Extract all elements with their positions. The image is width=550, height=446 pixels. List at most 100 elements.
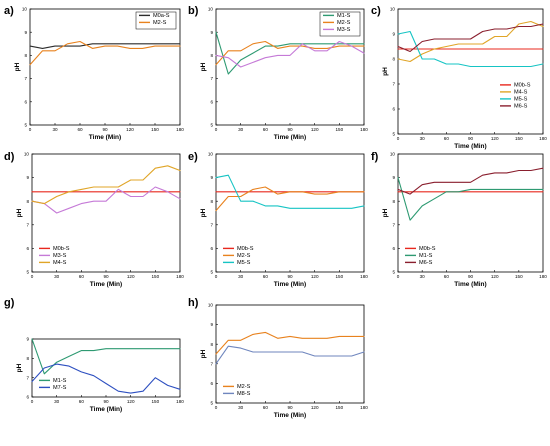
legend-label: M1-S xyxy=(337,13,351,19)
series-line-M1-S xyxy=(215,31,365,75)
legend-label: M7-S xyxy=(53,385,67,391)
x-tick-label: 150 xyxy=(151,399,159,404)
x-tick-label: 30 xyxy=(238,274,244,279)
x-tick-label: 60 xyxy=(77,127,83,132)
x-tick-label: 90 xyxy=(102,127,108,132)
x-tick-label: 60 xyxy=(263,127,269,132)
y-axis-title: pH xyxy=(16,363,23,372)
x-axis-title: Time (Min) xyxy=(274,281,306,288)
x-tick-label: 60 xyxy=(79,274,85,279)
series-line-M0a-S xyxy=(29,43,181,49)
legend: M0b-SM2-SM5-S xyxy=(223,246,254,266)
x-tick-label: 120 xyxy=(126,127,134,132)
x-axis-title: Time (Min) xyxy=(454,143,486,150)
legend: M1-SM7-S xyxy=(39,378,67,391)
x-tick-label: 0 xyxy=(215,127,218,132)
y-axis-title: pH xyxy=(200,62,207,71)
x-tick-label: 120 xyxy=(311,274,319,279)
x-tick-label: 90 xyxy=(103,274,109,279)
legend-label: M3-S xyxy=(53,253,67,259)
series-line-M2-S xyxy=(215,186,365,212)
y-tick-label: 6 xyxy=(210,99,213,104)
y-tick-label: 8 xyxy=(26,199,29,204)
legend-label: M6-S xyxy=(419,260,433,266)
y-tick-label: 8 xyxy=(392,57,395,62)
y-tick-label: 7 xyxy=(210,222,213,227)
x-tick-label: 120 xyxy=(127,274,135,279)
y-tick-label: 7 xyxy=(210,361,213,366)
y-tick-label: 9 xyxy=(210,175,213,180)
x-tick-label: 120 xyxy=(491,136,499,141)
y-tick-label: 10 xyxy=(390,152,396,157)
y-tick-label: 9 xyxy=(210,30,213,35)
panel-label: g) xyxy=(4,297,15,309)
legend-label: M5-S xyxy=(514,97,528,103)
legend-label: M4-S xyxy=(514,90,528,96)
x-tick-label: 30 xyxy=(52,127,58,132)
y-tick-label: 5 xyxy=(210,401,213,406)
x-tick-label: 30 xyxy=(54,399,60,404)
series-line-M6-S xyxy=(397,23,544,53)
legend-label: M2-S xyxy=(237,253,251,259)
x-tick-label: 180 xyxy=(176,127,184,132)
x-axis-title: Time (Min) xyxy=(89,134,121,141)
y-tick-label: 6 xyxy=(24,99,27,104)
x-axis-title: Time (Min) xyxy=(274,412,306,419)
x-tick-label: 0 xyxy=(397,274,400,279)
y-tick-label: 5 xyxy=(210,123,213,128)
x-tick-label: 180 xyxy=(360,274,368,279)
legend-label: M1-S xyxy=(53,378,67,384)
y-tick-label: 9 xyxy=(26,337,29,342)
y-tick-label: 10 xyxy=(22,7,28,12)
x-tick-label: 30 xyxy=(238,127,244,132)
panel-h: h) 0 30 60 90 120 150 180 5 6 7 8 9 10 Time (Min) pH M2-… xyxy=(188,297,368,419)
x-tick-label: 180 xyxy=(360,405,368,410)
x-tick-label: 60 xyxy=(444,136,450,141)
x-tick-label: 30 xyxy=(54,274,60,279)
x-tick-label: 150 xyxy=(151,274,159,279)
y-axis-title: pH xyxy=(14,62,21,71)
series-line-M3-S xyxy=(31,186,181,214)
y-tick-label: 9 xyxy=(392,32,395,37)
y-tick-label: 8 xyxy=(210,342,213,347)
x-tick-label: 90 xyxy=(103,399,109,404)
y-tick-label: 7 xyxy=(26,222,29,227)
x-axis-title: Time (Min) xyxy=(274,134,306,141)
series-line-M2-S xyxy=(29,40,181,66)
x-tick-label: 120 xyxy=(127,399,135,404)
legend-label: M2-S xyxy=(237,384,251,390)
x-tick-label: 150 xyxy=(335,274,343,279)
y-tick-label: 5 xyxy=(210,270,213,275)
x-tick-label: 150 xyxy=(515,136,523,141)
y-tick-label: 7 xyxy=(26,375,29,380)
x-tick-label: 90 xyxy=(287,127,293,132)
series-line-M3-S xyxy=(215,40,365,68)
legend-label: M1-S xyxy=(419,253,433,259)
y-axis-title: pH xyxy=(382,67,389,76)
y-tick-label: 6 xyxy=(210,381,213,386)
series-line-M4-S xyxy=(31,165,181,205)
series-line-M5-S xyxy=(215,174,365,209)
series-line-M6-S xyxy=(397,167,544,195)
series-line-M4-S xyxy=(397,20,544,63)
panel-f: f) 0 30 60 90 120 150 180 5 6 7 8 9 10 Time (Min) pH M0b… xyxy=(371,151,547,288)
x-tick-label: 30 xyxy=(238,405,244,410)
legend-label: M8-S xyxy=(237,391,251,397)
y-tick-label: 10 xyxy=(208,7,214,12)
y-tick-label: 9 xyxy=(392,175,395,180)
y-tick-label: 7 xyxy=(24,76,27,81)
legend-label: M0b-S xyxy=(237,246,254,252)
y-axis-title: pH xyxy=(16,208,23,217)
y-tick-label: 5 xyxy=(392,270,395,275)
x-axis-title: Time (Min) xyxy=(90,281,122,288)
y-tick-label: 6 xyxy=(392,246,395,251)
legend-label: M2-S xyxy=(337,20,351,26)
x-tick-label: 0 xyxy=(215,405,218,410)
y-tick-label: 7 xyxy=(392,82,395,87)
series-line-M2-S xyxy=(215,331,365,355)
x-tick-label: 0 xyxy=(31,399,34,404)
series-line-M2-S xyxy=(215,40,365,66)
y-tick-label: 8 xyxy=(26,356,29,361)
series-line-M8-S xyxy=(215,345,365,365)
